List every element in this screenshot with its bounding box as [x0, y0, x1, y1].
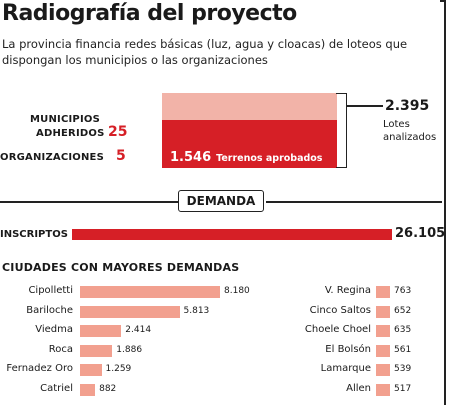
city-value: 882	[99, 383, 117, 394]
city-name: Roca	[48, 343, 73, 355]
total-bracket-pointer	[347, 105, 383, 107]
city-name: Lamarque	[320, 363, 371, 374]
city-bar	[376, 305, 390, 318]
city-bar	[80, 286, 220, 298]
city-name: Cipolletti	[28, 285, 73, 296]
city-bar	[376, 325, 390, 337]
city-name: Choele Choel	[304, 324, 371, 335]
city-value: 1.259	[105, 364, 132, 374]
approved-value: 1.546	[170, 150, 212, 165]
total-bracket	[336, 93, 347, 168]
approved-caption: 1.546 Terrenos aprobados	[170, 146, 322, 165]
city-bar	[376, 344, 390, 357]
city-value: 539	[394, 364, 412, 374]
demanda-heading: DEMANDA	[178, 190, 264, 212]
page-subtitle: La provincia financia redes básicas (luz…	[2, 37, 408, 67]
city-name: Fernadez Oro	[6, 363, 73, 374]
city-value: 561	[394, 344, 412, 355]
city-bar	[376, 383, 390, 396]
municipios-label-line2: ADHERIDOS	[36, 128, 105, 139]
city-bar	[80, 383, 96, 396]
municipios-label-line1: MUNICIPIOS	[30, 114, 100, 125]
city-value: 763	[394, 286, 412, 296]
city-name: El Bolsón	[325, 343, 371, 355]
city-value: 517	[394, 383, 412, 394]
inscriptos-label: INSCRIPTOS	[0, 229, 68, 240]
city-value: 5.813	[183, 305, 210, 316]
city-bar	[80, 364, 102, 376]
frame-top-rule	[440, 0, 446, 2]
city-bar	[80, 344, 113, 357]
city-name: V. Regina	[324, 285, 371, 296]
cities-chart-title: CIUDADES CON MAYORES DEMANDAS	[2, 261, 240, 274]
lotes-stacked-bar	[162, 93, 337, 168]
demanda-rule-right	[266, 201, 442, 203]
city-value: 2.414	[125, 325, 152, 335]
city-value: 652	[394, 305, 412, 316]
city-bar	[376, 364, 390, 376]
organizaciones-label: ORGANIZACIONES	[0, 152, 104, 163]
municipios-value: 25	[108, 124, 128, 140]
approved-label: Terrenos aprobados	[216, 153, 323, 164]
city-value: 8.180	[224, 286, 250, 296]
frame-right-rule	[444, 0, 446, 405]
demanda-rule-left	[0, 201, 178, 203]
lotes-approved-bar	[162, 119, 337, 168]
inscriptos-value: 26.105	[395, 226, 446, 241]
city-name: Catriel	[40, 382, 73, 394]
inscriptos-bar	[72, 229, 392, 240]
organizaciones-value: 5	[116, 148, 126, 164]
city-name: Viedma	[35, 324, 73, 335]
city-bar	[376, 286, 390, 298]
total-value: 2.395	[385, 98, 430, 114]
page-title: Radiografía del proyecto	[2, 1, 297, 26]
city-name: Allen	[346, 382, 371, 394]
city-bar	[80, 305, 180, 318]
city-value: 635	[394, 325, 412, 335]
city-name: Cinco Saltos	[309, 304, 371, 316]
city-value: 1.886	[116, 344, 143, 355]
total-label: Lotes analizados	[383, 119, 437, 143]
city-bar	[80, 325, 122, 337]
city-name: Bariloche	[26, 304, 73, 316]
